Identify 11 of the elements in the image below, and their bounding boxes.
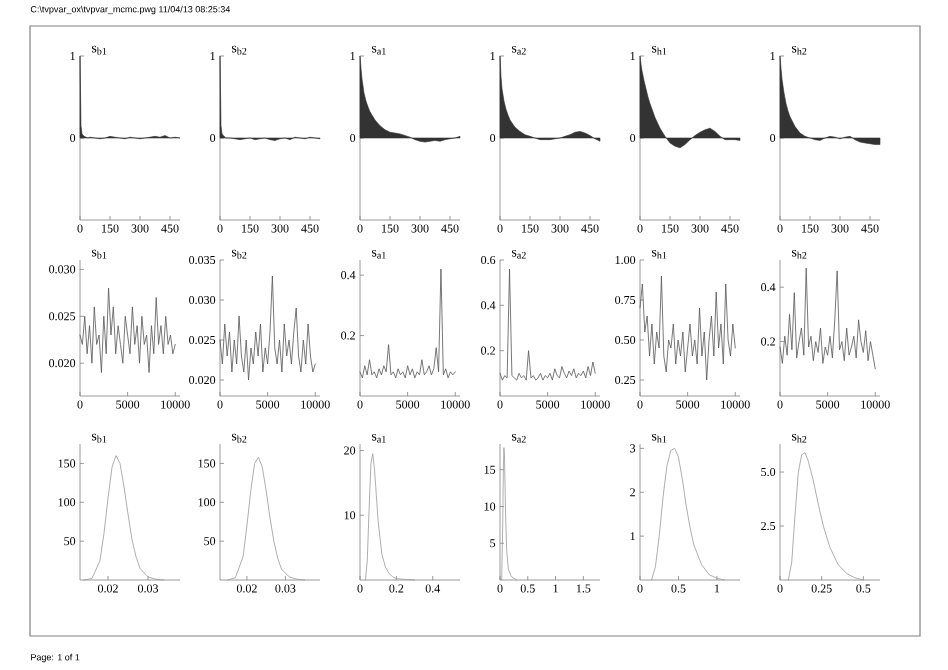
line-series <box>779 267 876 370</box>
line-series <box>83 455 165 581</box>
line-series <box>787 452 864 581</box>
line-series <box>639 275 736 381</box>
line-series <box>227 456 306 581</box>
line-series <box>359 268 456 379</box>
line-series <box>499 268 596 381</box>
line-series <box>79 287 176 373</box>
line-series <box>219 275 316 381</box>
line-series <box>365 453 415 581</box>
line-series <box>651 447 726 581</box>
